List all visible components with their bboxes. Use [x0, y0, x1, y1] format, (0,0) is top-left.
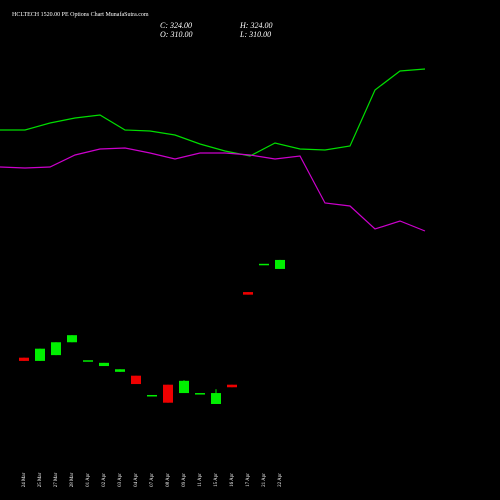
candle-body — [51, 342, 61, 356]
candle-body — [67, 335, 77, 343]
open-label: O: 310.00 — [160, 30, 192, 39]
x-tick-label: 02 Apr — [102, 473, 107, 487]
candle-body — [275, 259, 285, 269]
candle-body — [99, 362, 109, 367]
x-tick-label: 01 Apr — [86, 473, 91, 487]
candle-body — [243, 292, 253, 295]
x-tick-label: 07 Apr — [150, 473, 155, 487]
x-tick-label: 22 Apr — [278, 473, 283, 487]
x-tick-label: 08 Apr — [166, 473, 171, 487]
high-label: H: 324.00 — [239, 21, 272, 30]
candle-body — [179, 380, 189, 394]
x-tick-label: 24 Mar — [22, 472, 27, 487]
candle-body — [195, 393, 205, 395]
candle-body — [227, 384, 237, 388]
x-tick-label: 04 Apr — [134, 473, 139, 487]
x-tick-label: 03 Apr — [118, 473, 123, 487]
candle-body — [259, 263, 269, 266]
indicator-line — [0, 68, 426, 157]
x-tick-label: 11 Apr — [198, 473, 203, 487]
low-label: L: 310.00 — [239, 30, 271, 39]
indicator-line — [0, 147, 426, 232]
x-tick-label: 28 Mar — [70, 472, 75, 487]
chart-title: HCLTECH 1520.00 PE Options Chart MunafaS… — [12, 11, 149, 18]
x-tick-label: 25 Mar — [38, 472, 43, 487]
candle-body — [131, 375, 141, 385]
candle-body — [147, 394, 157, 397]
close-label: C: 324.00 — [160, 21, 192, 30]
candle-body — [163, 384, 173, 403]
candle-body — [35, 348, 45, 361]
x-tick-label: 16 Apr — [230, 473, 235, 487]
x-tick-label: 15 Apr — [214, 473, 219, 487]
candle-body — [115, 369, 125, 372]
x-tick-label: 17 Apr — [246, 473, 251, 487]
x-tick-label: 27 Mar — [54, 472, 59, 487]
candle-body — [211, 393, 221, 404]
candle-body — [19, 357, 29, 361]
x-tick-label: 09 Apr — [182, 473, 187, 487]
x-tick-label: 21 Apr — [262, 473, 267, 487]
candle-body — [83, 360, 93, 362]
